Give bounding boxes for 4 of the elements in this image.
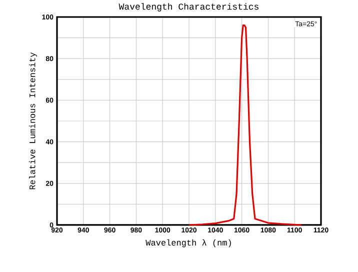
chart-title: Wavelength Characteristics (118, 3, 258, 12)
line-series (188, 24, 302, 226)
y-axis-title: Relative Luminous Intensity (29, 52, 37, 190)
x-axis-title: Wavelength λ (nm) (146, 239, 231, 248)
